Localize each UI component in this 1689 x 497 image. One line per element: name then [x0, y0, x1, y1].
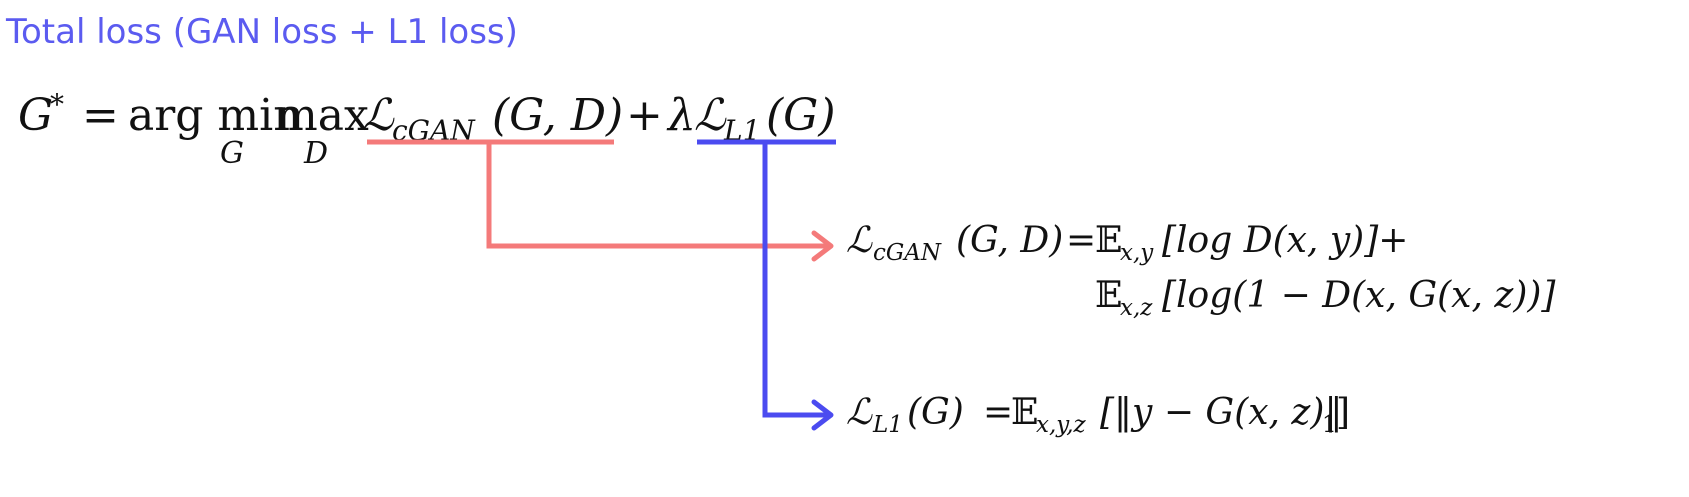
l1-def-equals: = — [983, 392, 1013, 433]
l1-loss-symbol: ℒ — [694, 90, 727, 141]
gan-def-subscript: cGAN — [873, 240, 942, 266]
max-subscript: D — [303, 136, 328, 171]
main-equals: = — [82, 90, 119, 141]
gan-arrowhead — [811, 230, 834, 262]
gan-def-equals: = — [1066, 220, 1096, 261]
gan-loss-args: (G, D) — [492, 90, 623, 141]
main-lhs-superscript: * — [50, 88, 64, 121]
l1-loss-args: (G) — [766, 90, 835, 141]
l1-def-close-bracket: ] — [1336, 392, 1350, 433]
l1-arrowhead — [811, 399, 834, 431]
gan-def-term-2: [log(1 − D(x, G(x, z))] — [1162, 275, 1556, 316]
l1-def-symbol: ℒ — [846, 392, 873, 433]
gan-def-term-1: [log D(x, y)]+ — [1162, 220, 1408, 261]
slide-title: Total loss (GAN loss + L1 loss) — [6, 12, 518, 52]
main-lhs: G — [18, 90, 53, 141]
gan-def-expectation-2-subscript: x,z — [1120, 295, 1153, 321]
gan-def-expectation-1: 𝔼 — [1095, 220, 1122, 261]
min-subscript: G — [220, 136, 244, 171]
l1-def-expectation: 𝔼 — [1011, 392, 1038, 433]
l1-def-norm-subscript: 1 — [1322, 412, 1337, 438]
l1-connector-line — [762, 142, 828, 418]
l1-def-subscript: L1 — [872, 412, 903, 438]
gan-def-expectation-1-subscript: x,y — [1120, 240, 1154, 266]
gan-def-expectation-2: 𝔼 — [1095, 275, 1122, 316]
main-plus: + — [626, 90, 663, 141]
max-operator: max — [276, 90, 369, 141]
argmin-operator: arg min — [128, 90, 302, 141]
l1-def-args: (G) — [907, 392, 964, 433]
gan-loss-symbol: ℒ — [362, 90, 395, 141]
gan-def-args: (G, D) — [956, 220, 1063, 261]
gan-connector-line — [486, 142, 828, 249]
lambda-symbol: λ — [666, 90, 696, 141]
l1-def-term: [‖y − G(x, z)‖ — [1100, 392, 1342, 433]
gan-def-symbol: ℒ — [846, 220, 873, 261]
l1-def-expectation-subscript: x,y,z — [1036, 412, 1087, 438]
